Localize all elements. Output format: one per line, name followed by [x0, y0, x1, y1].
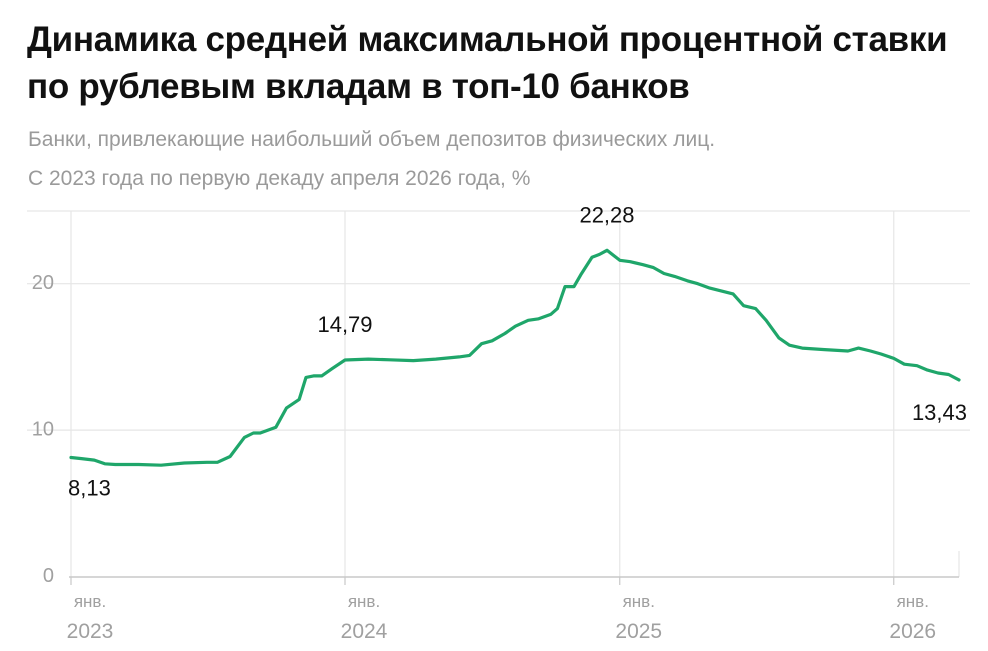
data-label-22,28: 22,28: [579, 202, 634, 227]
grid: [27, 210, 970, 577]
y-tick-label-0: 0: [43, 565, 54, 587]
x-tick-label-year-2023: 2023: [67, 620, 114, 643]
y-tick-label-20: 20: [32, 272, 54, 294]
x-tick-label-month-2025: янв.: [623, 592, 655, 611]
y-tick-label-10: 10: [32, 418, 54, 440]
x-tick-label-month-2026: янв.: [897, 592, 929, 611]
chart-subtitle: Банки, привлекающие наибольший объем деп…: [28, 120, 978, 198]
data-label-13,43: 13,43: [912, 400, 967, 425]
y-axis: 0 10 20: [32, 272, 54, 587]
series-group: [69, 248, 961, 467]
subtitle-line-2: С 2023 года по первую декаду апреля 2026…: [28, 167, 531, 190]
x-tick-label-year-2026: 2026: [889, 620, 936, 643]
x-tick-label-month-2024: янв.: [348, 592, 380, 611]
data-label-8,13: 8,13: [68, 475, 111, 500]
x-axis: янв. 2023 янв. 2024 янв. 2025 янв. 2026: [67, 576, 959, 643]
x-tick-label-month-2023: янв.: [74, 592, 106, 611]
subtitle-line-1: Банки, привлекающие наибольший объем деп…: [28, 128, 716, 151]
chart-title: Динамика средней максимальной процентной…: [27, 20, 948, 106]
data-label-14,79: 14,79: [317, 312, 372, 337]
series-line-0: [69, 248, 961, 467]
data-labels: 8,13 14,79 22,28 13,43: [68, 202, 967, 500]
x-tick-label-year-2024: 2024: [341, 620, 388, 643]
x-tick-label-year-2025: 2025: [615, 620, 662, 643]
